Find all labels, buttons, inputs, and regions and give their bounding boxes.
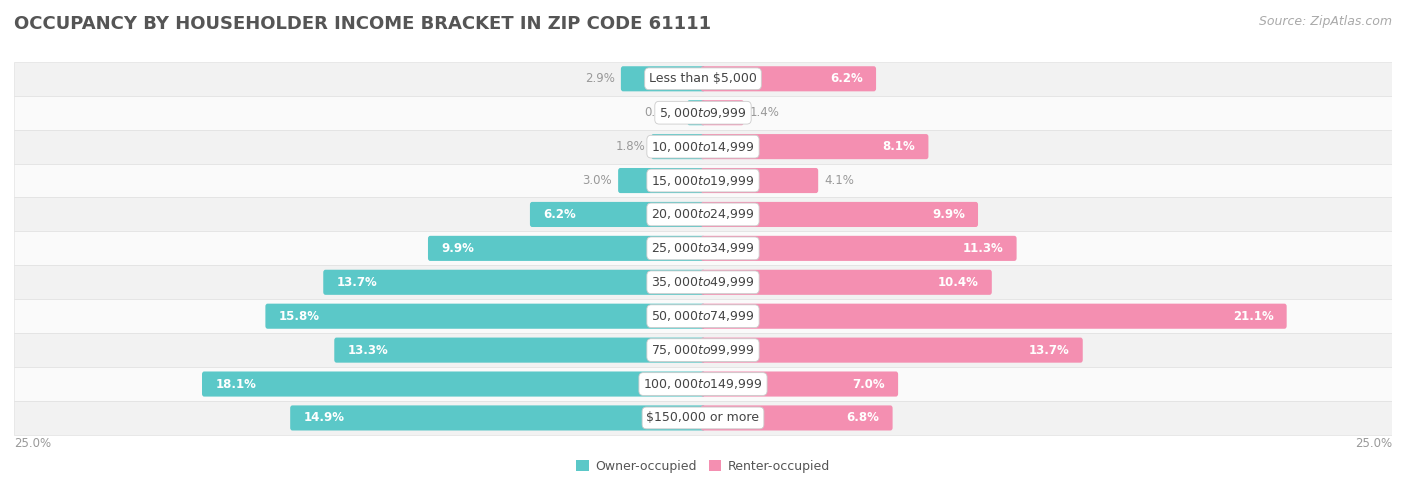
- Bar: [14, 62, 1392, 96]
- Text: $150,000 or more: $150,000 or more: [647, 412, 759, 425]
- Text: 25.0%: 25.0%: [14, 437, 51, 450]
- Text: 13.7%: 13.7%: [336, 276, 377, 289]
- Bar: [14, 265, 1392, 299]
- FancyBboxPatch shape: [700, 405, 893, 431]
- Text: 6.2%: 6.2%: [543, 208, 576, 221]
- Text: OCCUPANCY BY HOUSEHOLDER INCOME BRACKET IN ZIP CODE 61111: OCCUPANCY BY HOUSEHOLDER INCOME BRACKET …: [14, 15, 711, 33]
- Text: 3.0%: 3.0%: [582, 174, 612, 187]
- FancyBboxPatch shape: [700, 337, 1083, 363]
- Text: $15,000 to $19,999: $15,000 to $19,999: [651, 173, 755, 187]
- FancyBboxPatch shape: [530, 202, 706, 227]
- FancyBboxPatch shape: [700, 202, 979, 227]
- Text: 13.7%: 13.7%: [1029, 344, 1070, 356]
- Bar: [14, 333, 1392, 367]
- Bar: [14, 198, 1392, 231]
- Text: $20,000 to $24,999: $20,000 to $24,999: [651, 207, 755, 222]
- Text: 6.8%: 6.8%: [846, 412, 879, 425]
- Text: 25.0%: 25.0%: [1355, 437, 1392, 450]
- Text: $100,000 to $149,999: $100,000 to $149,999: [644, 377, 762, 391]
- Text: Less than $5,000: Less than $5,000: [650, 72, 756, 85]
- Text: $5,000 to $9,999: $5,000 to $9,999: [659, 106, 747, 120]
- FancyBboxPatch shape: [427, 236, 706, 261]
- FancyBboxPatch shape: [266, 304, 706, 329]
- Text: 9.9%: 9.9%: [932, 208, 965, 221]
- Text: 1.4%: 1.4%: [749, 106, 780, 119]
- Text: 1.8%: 1.8%: [616, 140, 645, 153]
- FancyBboxPatch shape: [619, 168, 706, 193]
- FancyBboxPatch shape: [700, 134, 928, 159]
- Text: $75,000 to $99,999: $75,000 to $99,999: [651, 343, 755, 357]
- Bar: [14, 299, 1392, 333]
- FancyBboxPatch shape: [700, 168, 818, 193]
- FancyBboxPatch shape: [700, 236, 1017, 261]
- Text: Source: ZipAtlas.com: Source: ZipAtlas.com: [1258, 15, 1392, 28]
- Text: 4.1%: 4.1%: [824, 174, 853, 187]
- FancyBboxPatch shape: [621, 66, 706, 92]
- Bar: [14, 231, 1392, 265]
- Text: $50,000 to $74,999: $50,000 to $74,999: [651, 309, 755, 323]
- FancyBboxPatch shape: [290, 405, 706, 431]
- Text: 21.1%: 21.1%: [1233, 310, 1274, 323]
- Bar: [14, 130, 1392, 164]
- FancyBboxPatch shape: [651, 134, 706, 159]
- Text: $25,000 to $34,999: $25,000 to $34,999: [651, 242, 755, 255]
- Legend: Owner-occupied, Renter-occupied: Owner-occupied, Renter-occupied: [571, 455, 835, 478]
- Bar: [14, 96, 1392, 130]
- Text: $35,000 to $49,999: $35,000 to $49,999: [651, 275, 755, 289]
- FancyBboxPatch shape: [700, 372, 898, 396]
- Text: 15.8%: 15.8%: [278, 310, 319, 323]
- FancyBboxPatch shape: [335, 337, 706, 363]
- Text: 11.3%: 11.3%: [963, 242, 1004, 255]
- FancyBboxPatch shape: [700, 304, 1286, 329]
- Text: 10.4%: 10.4%: [938, 276, 979, 289]
- FancyBboxPatch shape: [700, 66, 876, 92]
- Text: 14.9%: 14.9%: [304, 412, 344, 425]
- Text: 2.9%: 2.9%: [585, 72, 614, 85]
- FancyBboxPatch shape: [323, 270, 706, 295]
- FancyBboxPatch shape: [688, 100, 706, 125]
- FancyBboxPatch shape: [202, 372, 706, 396]
- FancyBboxPatch shape: [700, 270, 991, 295]
- Text: 18.1%: 18.1%: [215, 377, 256, 391]
- Text: 0.49%: 0.49%: [644, 106, 682, 119]
- FancyBboxPatch shape: [700, 100, 744, 125]
- Bar: [14, 164, 1392, 198]
- Text: 13.3%: 13.3%: [347, 344, 388, 356]
- Text: 6.2%: 6.2%: [830, 72, 863, 85]
- Text: 8.1%: 8.1%: [883, 140, 915, 153]
- Bar: [14, 401, 1392, 435]
- Text: $10,000 to $14,999: $10,000 to $14,999: [651, 140, 755, 153]
- Bar: [14, 367, 1392, 401]
- Text: 7.0%: 7.0%: [852, 377, 884, 391]
- Text: 9.9%: 9.9%: [441, 242, 474, 255]
